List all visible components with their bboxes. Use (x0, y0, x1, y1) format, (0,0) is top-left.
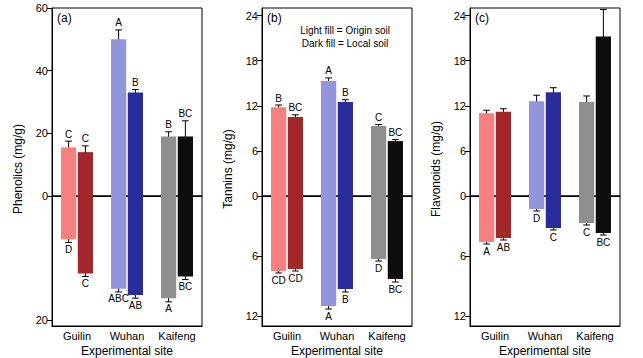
svg-text:Wuhan: Wuhan (320, 330, 355, 342)
svg-text:(b): (b) (267, 11, 282, 25)
svg-text:Dark fill = Local soil: Dark fill = Local soil (302, 38, 388, 49)
svg-text:Kaifeng: Kaifeng (576, 330, 613, 342)
svg-text:A: A (325, 65, 332, 76)
svg-text:CD: CD (288, 273, 302, 284)
svg-text:C: C (65, 129, 72, 140)
svg-text:Guilin: Guilin (63, 330, 91, 342)
svg-text:Kaifeng: Kaifeng (158, 330, 195, 342)
svg-text:D: D (65, 244, 72, 255)
svg-text:B: B (342, 87, 349, 98)
svg-text:40: 40 (36, 65, 48, 77)
svg-text:0: 0 (252, 190, 258, 202)
svg-text:Flavonoids (mg/g): Flavonoids (mg/g) (429, 121, 443, 217)
svg-text:BC: BC (178, 281, 192, 292)
svg-text:Tannins (mg/g): Tannins (mg/g) (221, 129, 235, 208)
svg-text:B: B (275, 93, 282, 104)
svg-text:A: A (325, 311, 332, 322)
svg-text:ABC: ABC (108, 293, 129, 304)
svg-text:BC: BC (178, 108, 192, 119)
svg-text:Wuhan: Wuhan (528, 330, 563, 342)
svg-text:24: 24 (246, 10, 258, 22)
svg-text:20: 20 (36, 127, 48, 139)
svg-text:A: A (483, 246, 490, 257)
svg-text:6: 6 (252, 145, 258, 157)
svg-text:BC: BC (388, 284, 402, 295)
svg-text:C: C (550, 232, 557, 243)
svg-text:BC: BC (288, 102, 302, 113)
svg-text:12: 12 (246, 310, 258, 322)
svg-text:D: D (375, 263, 382, 274)
svg-text:24: 24 (454, 10, 466, 22)
svg-text:6: 6 (460, 250, 466, 262)
svg-text:B: B (165, 119, 172, 130)
svg-text:C: C (375, 112, 382, 123)
svg-text:Guilin: Guilin (481, 330, 509, 342)
svg-text:Experimental site: Experimental site (499, 344, 591, 358)
svg-text:D: D (533, 213, 540, 224)
svg-text:C: C (583, 227, 590, 238)
svg-text:AB: AB (129, 300, 143, 311)
svg-text:0: 0 (460, 190, 466, 202)
svg-text:B: B (132, 77, 139, 88)
svg-text:18: 18 (246, 55, 258, 67)
svg-text:CD: CD (271, 275, 285, 286)
svg-text:12: 12 (454, 100, 466, 112)
svg-text:BC: BC (596, 237, 610, 248)
svg-text:60: 60 (36, 2, 48, 14)
svg-text:Light fill = Origin soil: Light fill = Origin soil (300, 25, 390, 36)
svg-text:B: B (342, 294, 349, 305)
svg-text:12: 12 (246, 100, 258, 112)
svg-text:C: C (82, 133, 89, 144)
svg-text:Wuhan: Wuhan (110, 330, 145, 342)
svg-text:20: 20 (36, 314, 48, 326)
svg-text:A: A (115, 17, 122, 28)
svg-text:A: A (165, 303, 172, 314)
svg-text:Phenolics (mg/g): Phenolics (mg/g) (11, 124, 25, 214)
svg-text:Experimental site: Experimental site (291, 344, 383, 358)
svg-text:C: C (82, 278, 89, 289)
svg-text:Guilin: Guilin (273, 330, 301, 342)
svg-text:Kaifeng: Kaifeng (368, 330, 405, 342)
svg-text:6: 6 (460, 145, 466, 157)
svg-text:18: 18 (454, 55, 466, 67)
svg-text:Experimental site: Experimental site (81, 344, 173, 358)
svg-text:6: 6 (252, 250, 258, 262)
svg-text:12: 12 (454, 310, 466, 322)
svg-text:BC: BC (388, 127, 402, 138)
svg-text:AB: AB (497, 242, 511, 253)
svg-text:(c): (c) (475, 11, 489, 25)
svg-text:(a): (a) (57, 11, 72, 25)
svg-text:0: 0 (42, 190, 48, 202)
